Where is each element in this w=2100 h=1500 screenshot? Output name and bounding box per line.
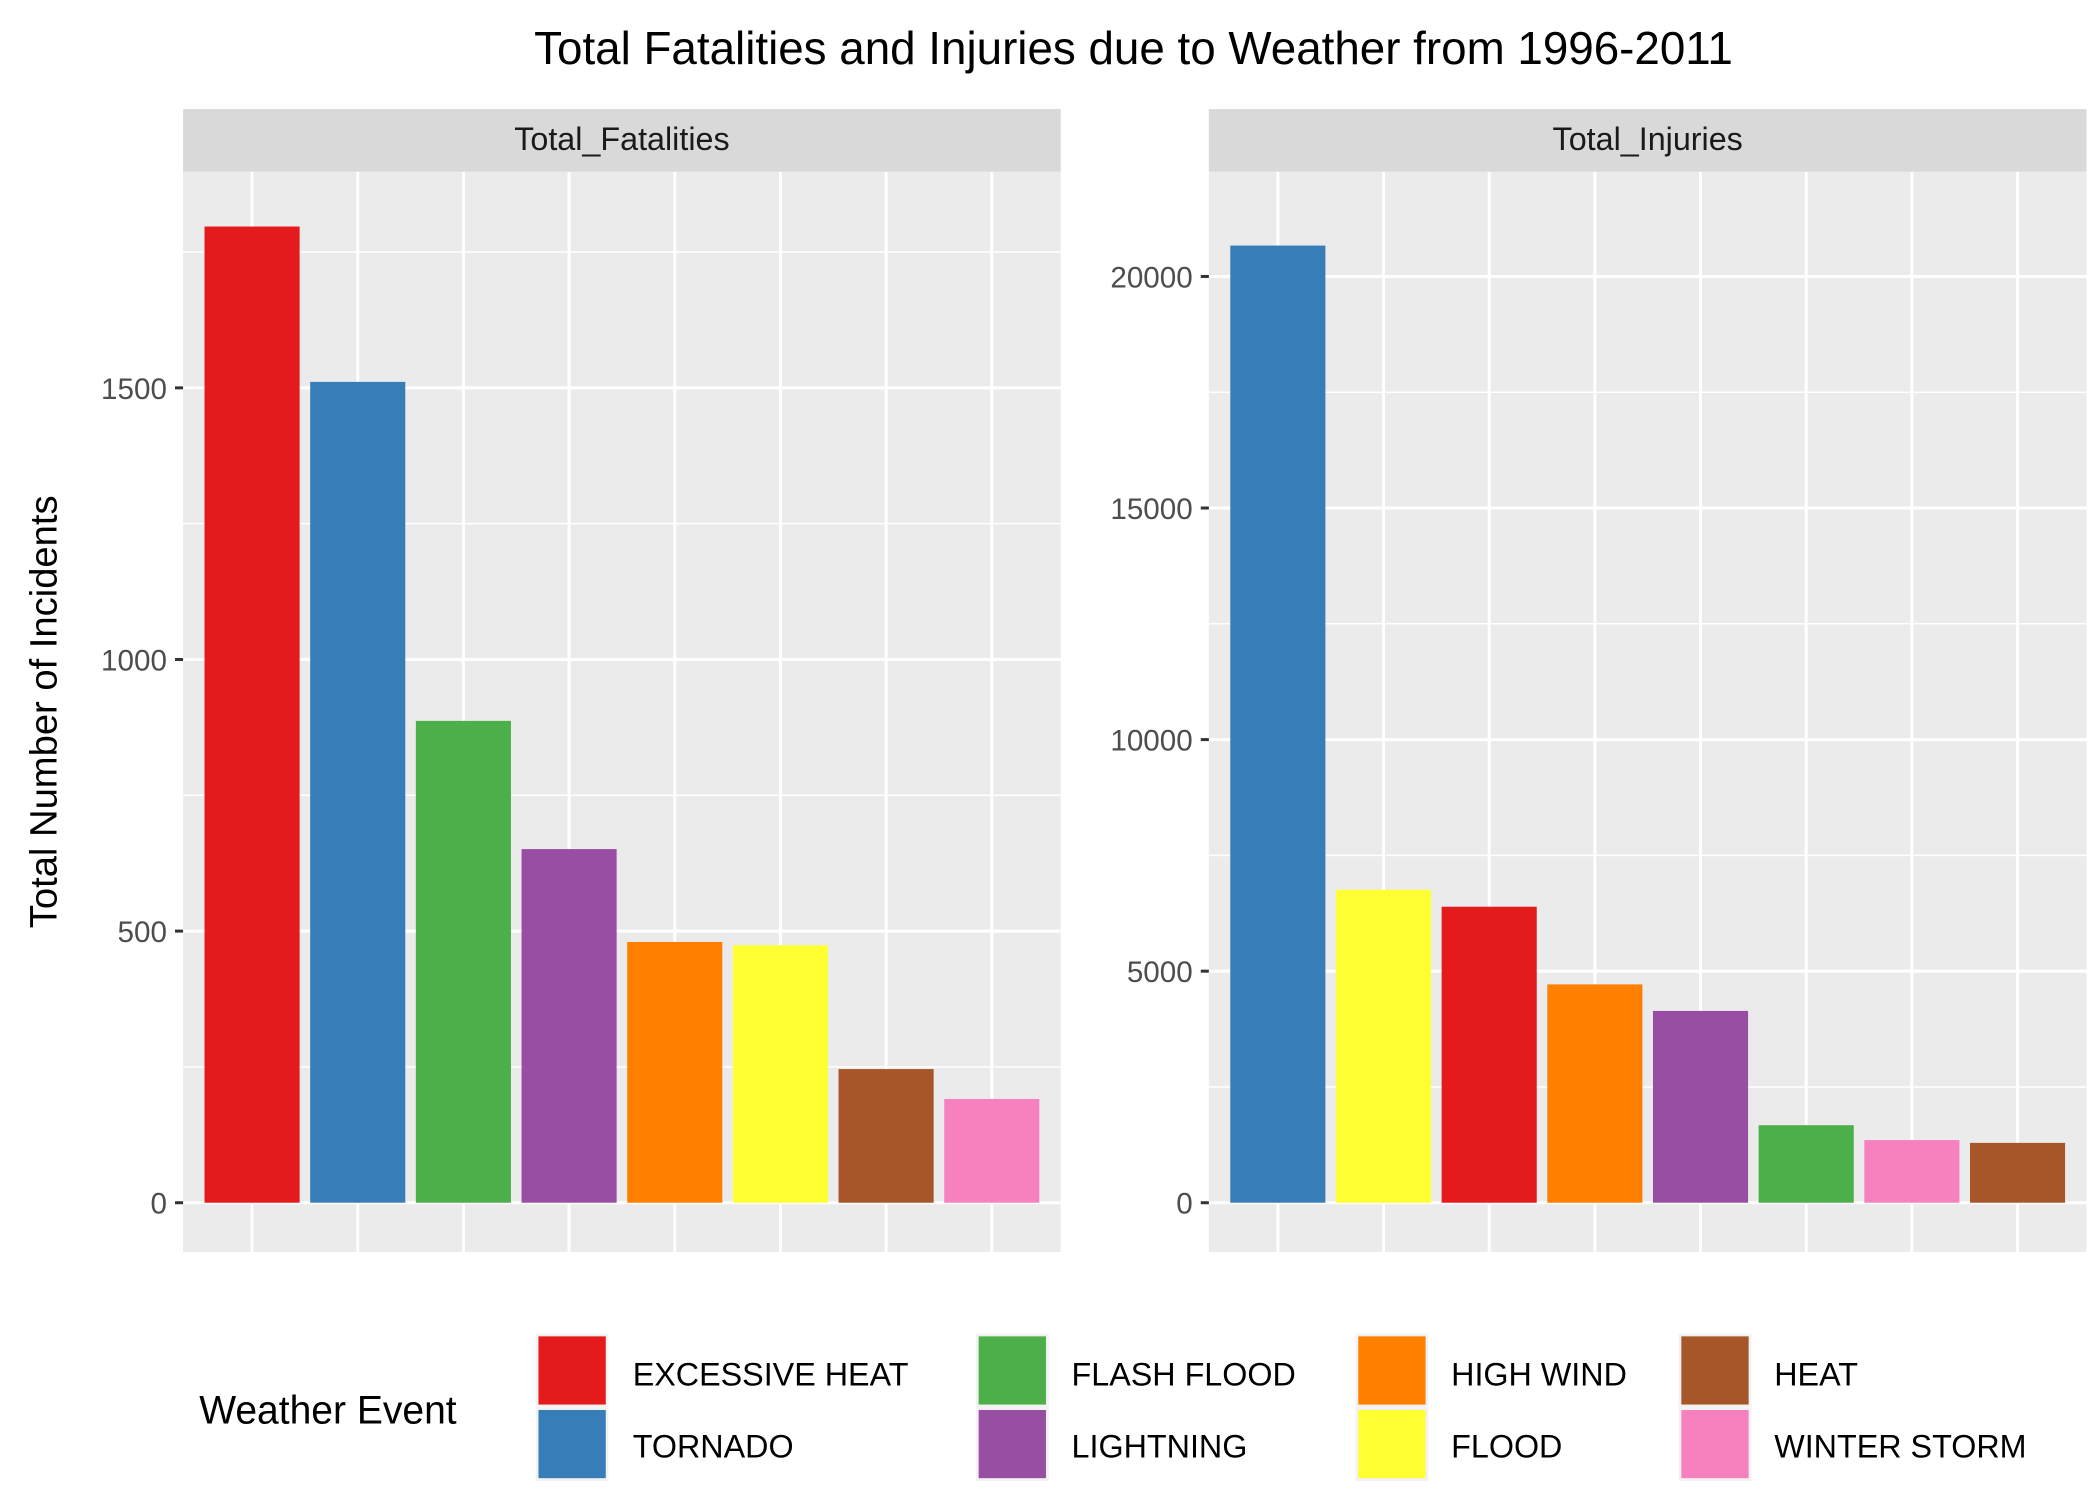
y-tick-label: 0 bbox=[150, 1187, 166, 1220]
y-tick-label: 20000 bbox=[1110, 261, 1192, 294]
bar-flash-flood[interactable] bbox=[415, 720, 511, 1203]
facet-strip-label: Total_Fatalities bbox=[514, 121, 729, 157]
y-axis-title: Total Number of Incidents bbox=[24, 495, 66, 928]
legend-label: EXCESSIVE HEAT bbox=[633, 1356, 909, 1392]
bar-tornado[interactable] bbox=[1230, 245, 1326, 1203]
legend-item[interactable]: LIGHTNING bbox=[975, 1407, 1248, 1481]
legend-item[interactable]: EXCESSIVE HEAT bbox=[535, 1333, 909, 1408]
legend-swatch bbox=[978, 1410, 1046, 1479]
facet-strip bbox=[1208, 109, 2087, 172]
legend-item[interactable]: TORNADO bbox=[535, 1407, 794, 1481]
bar-high-wind[interactable] bbox=[627, 941, 723, 1203]
legend-swatch bbox=[538, 1410, 606, 1479]
legend-swatch bbox=[1358, 1336, 1426, 1405]
legend-swatch bbox=[1681, 1336, 1749, 1405]
legend-item[interactable]: HIGH WIND bbox=[1355, 1333, 1627, 1408]
legend-item[interactable]: FLASH FLOOD bbox=[975, 1333, 1296, 1408]
bar-flood[interactable] bbox=[1335, 889, 1432, 1203]
legend-label: HEAT bbox=[1774, 1356, 1858, 1392]
bar-tornado[interactable] bbox=[310, 381, 406, 1203]
legend-label: TORNADO bbox=[633, 1429, 794, 1465]
y-tick-label: 500 bbox=[118, 916, 167, 949]
chart-title: Total Fatalities and Injuries due to Wea… bbox=[534, 22, 1733, 74]
legend-label: HIGH WIND bbox=[1451, 1356, 1627, 1392]
panel-total-injuries: Total_Injuries 0 5000 10000 15000 20000 bbox=[1110, 109, 2087, 1252]
legend-label: LIGHTNING bbox=[1072, 1429, 1248, 1465]
legend-item[interactable]: WINTER STORM bbox=[1678, 1407, 2027, 1481]
bar-lightning[interactable] bbox=[521, 849, 617, 1203]
bar-flood[interactable] bbox=[732, 945, 828, 1203]
y-tick-label: 1500 bbox=[101, 373, 167, 406]
legend-swatch bbox=[1681, 1410, 1749, 1479]
panels: Total_Fatalities 0 500 1000 1500 Total_Injuri… bbox=[101, 109, 2087, 1252]
bar-excessive-heat[interactable] bbox=[204, 226, 300, 1203]
y-tick-label: 1000 bbox=[101, 644, 167, 677]
bar-flash-flood[interactable] bbox=[1758, 1125, 1854, 1203]
legend-label: WINTER STORM bbox=[1774, 1429, 2026, 1465]
legend-title: Weather Event bbox=[199, 1388, 457, 1432]
facet-strip-label: Total_Injuries bbox=[1553, 121, 1743, 157]
facet-strip bbox=[183, 109, 1061, 172]
legend: Weather Event EXCESSIVE HEAT TORNADO FLASH… bbox=[199, 1333, 2027, 1481]
y-tick-label: 5000 bbox=[1127, 956, 1193, 989]
bar-winter-storm[interactable] bbox=[1864, 1140, 1960, 1203]
legend-swatch bbox=[538, 1336, 606, 1405]
panel-total-fatalities: Total_Fatalities 0 500 1000 1500 bbox=[101, 109, 1061, 1252]
legend-swatch bbox=[978, 1336, 1046, 1405]
bar-heat[interactable] bbox=[838, 1069, 934, 1203]
bar-lightning[interactable] bbox=[1652, 1010, 1749, 1203]
legend-item[interactable]: FLOOD bbox=[1355, 1407, 1563, 1481]
legend-item[interactable]: HEAT bbox=[1678, 1333, 1858, 1408]
y-tick-label: 15000 bbox=[1110, 493, 1192, 526]
legend-swatch bbox=[1358, 1410, 1426, 1479]
bar-excessive-heat[interactable] bbox=[1441, 906, 1537, 1203]
legend-label: FLOOD bbox=[1451, 1429, 1562, 1465]
bar-winter-storm[interactable] bbox=[944, 1098, 1040, 1203]
legend-label: FLASH FLOOD bbox=[1072, 1356, 1296, 1392]
bar-heat[interactable] bbox=[1969, 1142, 2066, 1203]
bar-high-wind[interactable] bbox=[1547, 984, 1643, 1203]
y-tick-label: 10000 bbox=[1110, 724, 1192, 757]
y-tick-label: 0 bbox=[1176, 1187, 1192, 1220]
